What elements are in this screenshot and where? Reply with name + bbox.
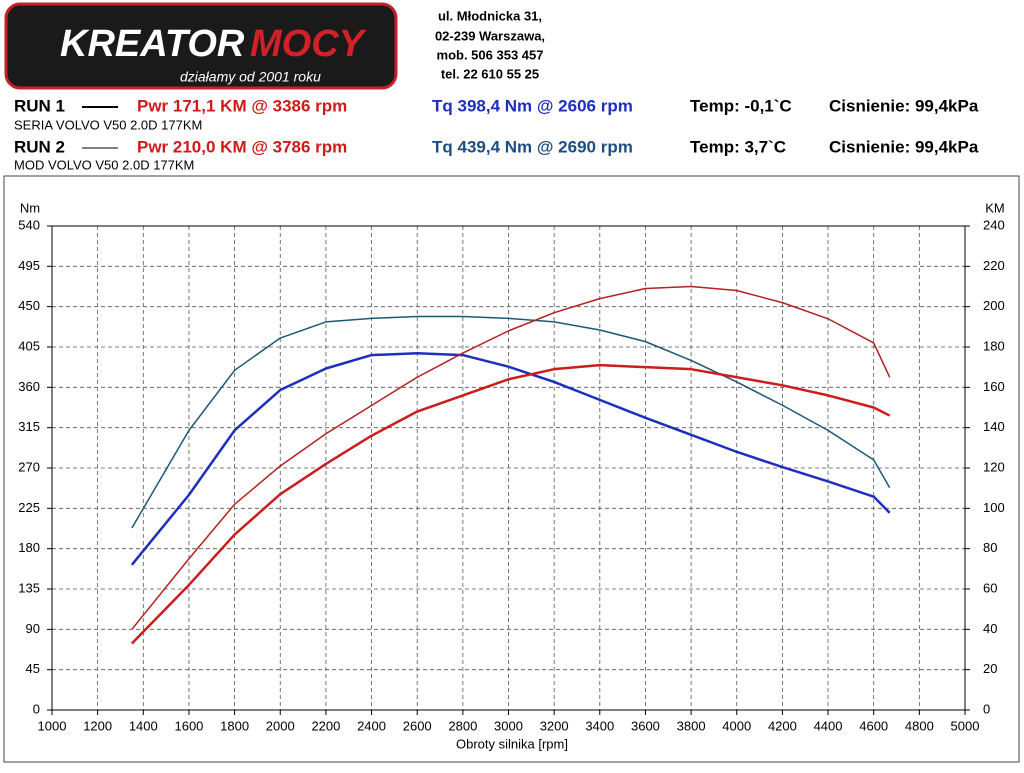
x-tick-label: 1800 (220, 718, 249, 733)
x-tick-label: 2600 (403, 718, 432, 733)
run-temp: Temp: -0,1`C (690, 96, 792, 115)
x-tick-label: 1200 (83, 718, 112, 733)
y-tick-label: 0 (33, 701, 40, 716)
y2-tick-label: 100 (983, 500, 1005, 515)
y-tick-label: 270 (18, 459, 40, 474)
series-line (131, 315, 891, 529)
address: tel. 22 610 55 25 (441, 66, 539, 81)
address: 02-239 Warszawa, (435, 28, 545, 43)
y2-tick-label: 20 (983, 661, 997, 676)
logo-accent: MOCY (250, 23, 368, 65)
slogan: działamy od 2001 roku (180, 69, 321, 85)
address: mob. 506 353 457 (437, 47, 544, 62)
logo-box (4, 2, 398, 90)
y2-tick-label: 140 (983, 419, 1005, 434)
run-label: RUN 1 (14, 96, 65, 115)
series-line (130, 363, 891, 645)
y2-axis-label: KM (985, 200, 1005, 215)
x-tick-label: 4800 (905, 718, 934, 733)
y-tick-label: 450 (18, 298, 40, 313)
y2-tick-label: 80 (983, 540, 997, 555)
x-tick-label: 4400 (814, 718, 843, 733)
y2-tick-label: 160 (983, 379, 1005, 394)
y2-tick-label: 240 (983, 217, 1005, 232)
x-tick-label: 4000 (722, 718, 751, 733)
run-power: Pwr 171,1 KM @ 3386 rpm (137, 96, 347, 115)
y-tick-label: 495 (18, 258, 40, 273)
y-tick-label: 360 (18, 379, 40, 394)
run-pressure: Cisnienie: 99,4kPa (829, 96, 979, 115)
y2-tick-label: 120 (983, 459, 1005, 474)
y-tick-label: 90 (26, 621, 40, 636)
x-tick-label: 3200 (540, 718, 569, 733)
y-tick-label: 180 (18, 540, 40, 555)
x-tick-label: 3600 (631, 718, 660, 733)
y-tick-label: 540 (18, 217, 40, 232)
x-tick-label: 5000 (951, 718, 980, 733)
run-temp: Temp: 3,7`C (690, 137, 786, 156)
run-torque: Tq 439,4 Nm @ 2690 rpm (432, 137, 633, 156)
x-tick-label: 1400 (129, 718, 158, 733)
x-tick-label: 3400 (585, 718, 614, 733)
y-tick-label: 225 (18, 500, 40, 515)
address-box (400, 4, 580, 88)
series-line (131, 285, 891, 630)
x-tick-label: 3800 (677, 718, 706, 733)
x-tick-label: 4600 (859, 718, 888, 733)
y2-tick-label: 200 (983, 298, 1005, 313)
plot: 1000 1200 1400 1600 1800 2000 2200 2400 2600 2800… (18, 217, 1004, 733)
x-tick-label: 2800 (448, 718, 477, 733)
y2-tick-label: 220 (983, 258, 1005, 273)
logo-main: KREATOR (60, 23, 245, 65)
y-tick-label: 315 (18, 419, 40, 434)
y2-tick-label: 40 (983, 621, 997, 636)
y-tick-label: 135 (18, 580, 40, 595)
y-axis-label: Nm (20, 200, 40, 215)
run-torque: Tq 398,4 Nm @ 2606 rpm (432, 96, 633, 115)
x-tick-label: 2200 (311, 718, 340, 733)
x-tick-label: 4200 (768, 718, 797, 733)
y-tick-label: 405 (18, 338, 40, 353)
x-tick-label: 1000 (38, 718, 67, 733)
y2-tick-label: 60 (983, 580, 997, 595)
plot-border (51, 225, 966, 711)
x-axis-label: Obroty silnika [rpm] (456, 736, 568, 751)
x-tick-label: 2400 (357, 718, 386, 733)
run-pressure: Cisnienie: 99,4kPa (829, 137, 979, 156)
x-tick-label: 1600 (174, 718, 203, 733)
y2-tick-label: 180 (983, 338, 1005, 353)
x-tick-label: 3000 (494, 718, 523, 733)
y-tick-label: 45 (26, 661, 40, 676)
run-vehicle: MOD VOLVO V50 2.0D 177KM (14, 157, 194, 172)
chart-frame (3, 175, 1020, 763)
y2-tick-label: 0 (983, 701, 990, 716)
x-tick-label: 2000 (266, 718, 295, 733)
run-vehicle: SERIA VOLVO V50 2.0D 177KM (14, 117, 202, 132)
run-label: RUN 2 (14, 137, 65, 156)
run-power: Pwr 210,0 KM @ 3786 rpm (137, 137, 347, 156)
address: ul. Młodnicka 31, (438, 8, 542, 23)
